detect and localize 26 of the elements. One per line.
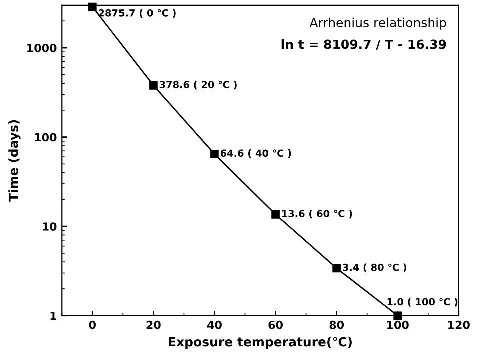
x-tick-label: 120 bbox=[448, 320, 470, 330]
data-label: 378.6 ( 20 ℃ ) bbox=[160, 80, 237, 90]
annotation: ln t = 8109.7 / T - 16.39 bbox=[282, 40, 446, 50]
y-tick-label: 1 bbox=[50, 312, 57, 320]
point bbox=[332, 264, 341, 273]
x-tick-label: 100 bbox=[388, 320, 409, 330]
point bbox=[88, 2, 97, 12]
y-tick-label: 10 bbox=[43, 222, 57, 231]
x-tick-label: 20 bbox=[146, 320, 161, 330]
y-tick-label: 100 bbox=[35, 133, 57, 142]
point bbox=[272, 210, 280, 219]
point bbox=[210, 150, 219, 158]
data-label: 1.0 ( 100 ℃ ) bbox=[388, 298, 458, 307]
x-tick-label: 80 bbox=[330, 320, 344, 330]
x-axis-title: Exposure temperature(℃) bbox=[169, 337, 352, 350]
y-tick-label: 1000 bbox=[28, 44, 57, 52]
y-axis-title: Time (days) bbox=[8, 120, 21, 202]
annotation: Arrhenius relationship bbox=[310, 18, 446, 30]
data-label: 3.4 ( 80 ℃ ) bbox=[343, 264, 406, 272]
data-label: 64.6 ( 40 ℃ ) bbox=[220, 150, 292, 158]
x-tick-label: 0 bbox=[89, 320, 96, 330]
x-tick-label: 40 bbox=[208, 320, 222, 330]
x-tick-label: 60 bbox=[268, 320, 283, 330]
data-label: 13.6 ( 60 ℃ ) bbox=[282, 210, 352, 219]
point bbox=[150, 82, 158, 90]
data-label: 2875.7 ( 0 ℃ ) bbox=[98, 9, 176, 18]
